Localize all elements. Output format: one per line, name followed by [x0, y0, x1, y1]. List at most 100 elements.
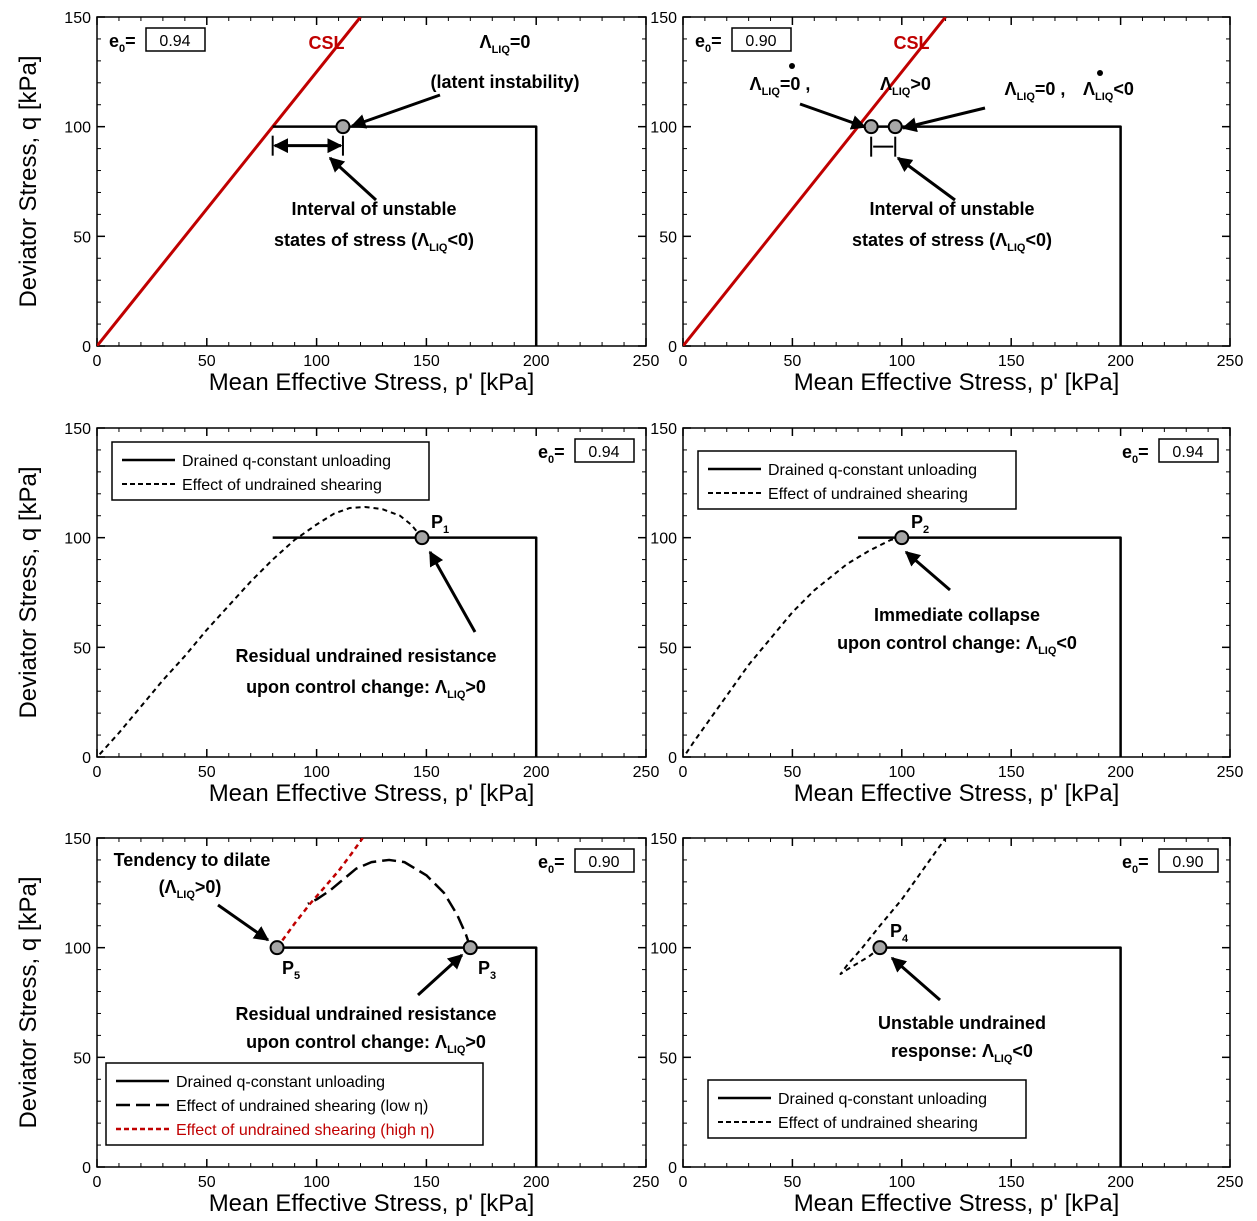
point-label-p5: P5	[282, 958, 300, 982]
x-tick-label: 250	[1217, 353, 1244, 370]
series-line-2	[98, 505, 423, 756]
note-line2: upon control change: ΛLIQ>0	[246, 677, 486, 701]
plot-frame	[682, 837, 1231, 1168]
y-tick-label: 0	[82, 1160, 91, 1177]
annotation-arrow	[890, 956, 941, 1002]
legend-label: Drained q-constant unloading	[768, 462, 977, 479]
note-line2: upon control change: ΛLIQ<0	[837, 633, 1077, 657]
state-point-marker	[335, 119, 351, 135]
plot-area	[97, 17, 538, 346]
dot-accent-marker	[1097, 70, 1103, 76]
e0-label: e0=	[695, 31, 722, 55]
text-run: LIQ	[492, 44, 511, 56]
state-point-marker	[872, 940, 888, 956]
interval-label-line2: states of stress (ΛLIQ<0)	[274, 230, 474, 254]
y-axis-label: Deviator Stress, q [kPa]	[15, 466, 42, 718]
annotation-arrow	[799, 102, 867, 130]
x-tick-label: 50	[784, 353, 802, 370]
x-tick-label: 50	[784, 764, 802, 781]
right-state-label: ΛLIQ=0 ,	[1005, 79, 1066, 103]
x-tick-label: 0	[93, 353, 102, 370]
text-run: 2	[923, 524, 929, 536]
plot-area	[839, 838, 1122, 1167]
interval-label-line1: Interval of unstable	[869, 199, 1034, 219]
text-run: 0	[548, 864, 554, 876]
annotation-arrow	[901, 106, 986, 133]
legend-3: Drained q-constant unloading Effect of un…	[111, 441, 430, 501]
series-line-1	[858, 536, 1122, 757]
e0-value-box	[574, 438, 635, 463]
x-tick-label: 150	[413, 353, 440, 370]
text-run: LIQ	[429, 242, 448, 254]
point-label-p2: P2	[911, 512, 929, 536]
left-state-label-rate: ΛLIQ>0	[880, 74, 931, 98]
x-tick-label: 250	[633, 1174, 660, 1191]
text-run: 5	[294, 970, 300, 982]
y-tick-label: 150	[64, 831, 91, 848]
y-tick-label: 150	[650, 421, 677, 438]
legend-4: Drained q-constant unloading Effect of un…	[697, 450, 1017, 510]
text-run: =	[1138, 852, 1149, 872]
y-tick-label: 50	[73, 1050, 91, 1067]
x-tick-label: 50	[198, 353, 216, 370]
y-tick-label: 50	[73, 229, 91, 246]
x-tick-label: 50	[198, 1174, 216, 1191]
series-line-2	[307, 858, 472, 949]
y-tick-label: 50	[659, 229, 677, 246]
text-run: 0	[119, 43, 125, 55]
text-run: 1	[443, 524, 449, 536]
text-run: =	[554, 442, 565, 462]
plot-area	[683, 17, 1122, 346]
e0-value: 0.90	[1172, 854, 1203, 871]
y-tick-label: 0	[82, 750, 91, 767]
text-run: =	[554, 852, 565, 872]
legend-label: Effect of undrained shearing (low η)	[176, 1098, 428, 1115]
text-run: (Λ	[159, 877, 177, 897]
e0-label: e0=	[109, 31, 136, 55]
legend-6: Drained q-constant unloading Effect of un…	[707, 1079, 1027, 1139]
text-run: Λ	[880, 74, 892, 94]
legend-label: Drained q-constant unloading	[176, 1074, 385, 1091]
x-tick-label: 100	[888, 1174, 915, 1191]
text-run: 4	[902, 933, 909, 945]
annotation-arrow	[896, 156, 956, 202]
annotation-arrow	[428, 550, 477, 633]
e0-value-box	[731, 27, 792, 52]
legend-label: Effect of undrained shearing	[182, 477, 382, 494]
y-tick-label: 100	[650, 120, 677, 137]
series-line-1	[272, 536, 538, 757]
x-tick-label: 100	[888, 353, 915, 370]
x-tick-label: 150	[998, 353, 1025, 370]
annotation-arrow	[350, 93, 441, 129]
latent-label: ΛLIQ=0	[480, 32, 531, 56]
series-line-3	[276, 838, 364, 949]
y-tick-label: 50	[659, 1050, 677, 1067]
text-run: LIQ	[892, 86, 911, 98]
y-tick-label: 150	[64, 10, 91, 27]
annotation-arrow	[904, 550, 951, 592]
e0-label: e0=	[1122, 442, 1149, 466]
dilate-label-line1: Tendency to dilate	[114, 850, 271, 870]
x-axis-label: Mean Effective Stress, p' [kPa]	[794, 369, 1120, 396]
text-run: upon control change: Λ	[246, 1032, 447, 1052]
note-line1: Unstable undrained	[878, 1013, 1046, 1033]
y-tick-label: 100	[64, 531, 91, 548]
csl-line	[97, 17, 362, 346]
note-line1: Residual undrained resistance	[235, 646, 496, 666]
state-point-marker	[414, 530, 430, 546]
latent-label-line2: (latent instability)	[430, 72, 579, 92]
text-run: 0	[1132, 454, 1138, 466]
text-run: LIQ	[447, 689, 466, 701]
x-tick-label: 200	[523, 764, 550, 781]
text-run: LIQ	[1017, 91, 1036, 103]
text-run: <0	[1113, 79, 1134, 99]
legend-label: Effect of undrained shearing	[778, 1115, 978, 1132]
plot-area	[276, 838, 538, 1167]
text-run: >0	[465, 1032, 486, 1052]
x-tick-label: 150	[998, 764, 1025, 781]
text-run: e	[538, 442, 548, 462]
text-run: 0	[705, 43, 711, 55]
